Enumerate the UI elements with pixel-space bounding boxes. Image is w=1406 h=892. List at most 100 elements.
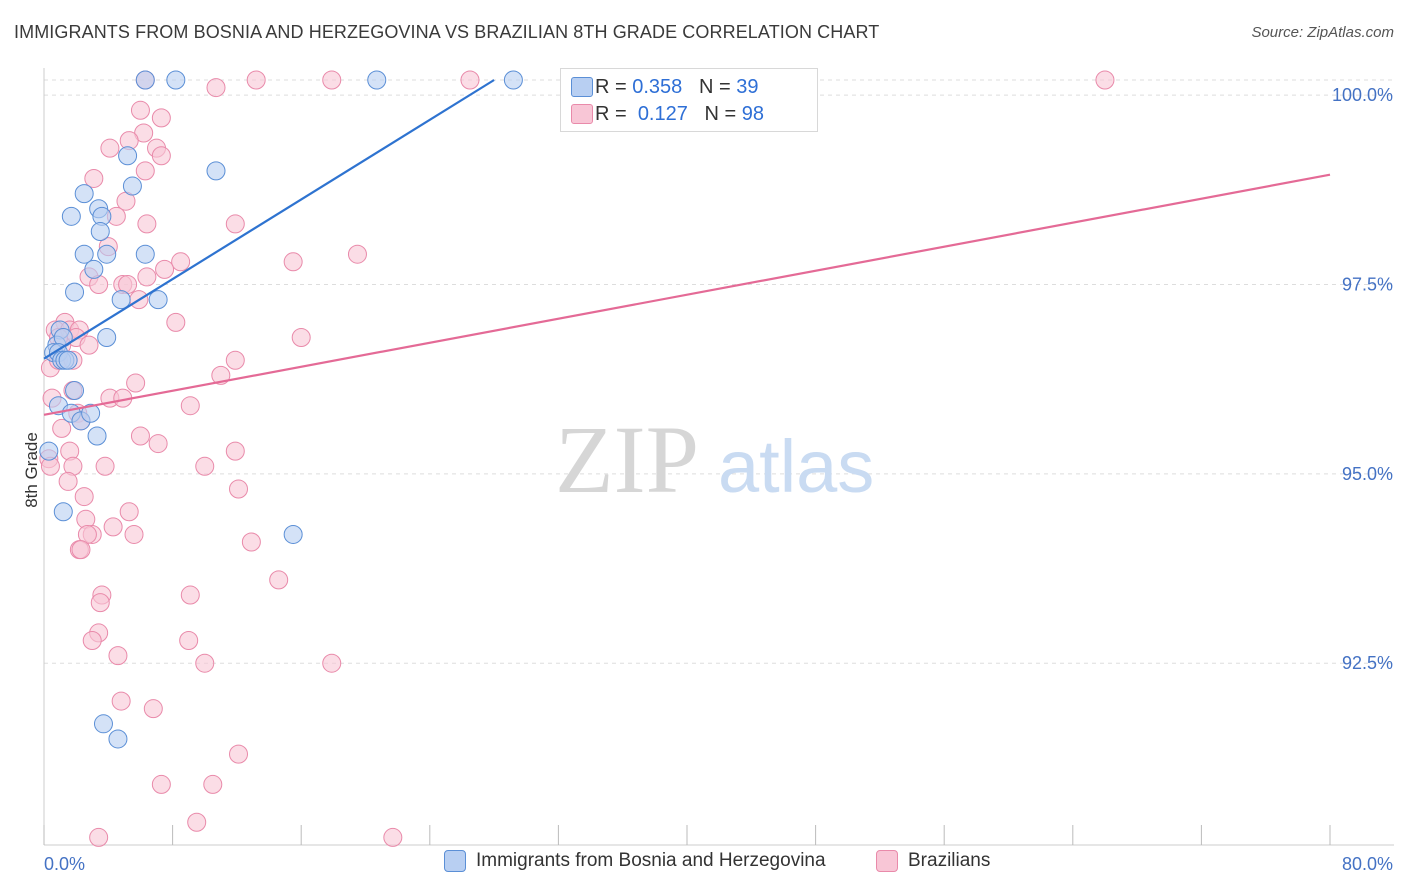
brazilians-point bbox=[126, 373, 146, 393]
brazilians-point bbox=[124, 524, 144, 544]
bosnia-point bbox=[206, 161, 226, 181]
brazilians-legend-swatch bbox=[876, 850, 898, 872]
bosnia-point bbox=[503, 70, 523, 90]
bosnia-point bbox=[122, 176, 142, 196]
brazilians-point bbox=[130, 100, 150, 120]
brazilians-point bbox=[135, 161, 155, 181]
n-label: N = bbox=[704, 102, 737, 125]
brazilians-point bbox=[100, 138, 120, 158]
brazilians-trend-line bbox=[43, 173, 1331, 416]
brazilians-point bbox=[108, 646, 128, 666]
y-tick-label: 95.0% bbox=[1342, 464, 1393, 484]
brazilians-point bbox=[148, 434, 168, 454]
source-credit: Source: ZipAtlas.com bbox=[1251, 24, 1394, 41]
bosnia-trend-line bbox=[43, 79, 495, 360]
r-label: R = bbox=[595, 102, 627, 125]
y-axis-label: 8th Grade bbox=[22, 432, 41, 508]
brazilians-point bbox=[291, 328, 311, 348]
brazilians-point bbox=[119, 502, 139, 522]
brazilians-point bbox=[180, 585, 200, 605]
brazilians-point bbox=[151, 774, 171, 794]
brazilians-point bbox=[460, 70, 480, 90]
brazilians-point bbox=[225, 214, 245, 234]
brazilians-point bbox=[246, 70, 266, 90]
brazilians-point bbox=[347, 244, 367, 264]
watermark-atlas: atlas bbox=[718, 425, 874, 508]
bosnia-point bbox=[65, 381, 85, 401]
brazilians-point bbox=[95, 456, 115, 476]
brazilians-point bbox=[89, 827, 109, 847]
bosnia-points bbox=[39, 70, 523, 749]
bosnia-point bbox=[367, 70, 387, 90]
brazilians-point bbox=[203, 774, 223, 794]
bosnia-point bbox=[84, 259, 104, 279]
bosnia-point bbox=[61, 206, 81, 226]
brazilians-point bbox=[383, 827, 403, 847]
brazilians-point bbox=[229, 479, 249, 499]
brazilians-point bbox=[84, 168, 104, 188]
stats-legend: R = 0.358 N = 39 R = 0.127 N = 98 bbox=[560, 68, 818, 132]
legend-item-bosnia: Immigrants from Bosnia and Herzegovina bbox=[444, 850, 826, 872]
brazilians-swatch bbox=[571, 104, 593, 124]
brazilians-point bbox=[143, 699, 163, 719]
brazilians-point bbox=[151, 146, 171, 166]
r-label: R = bbox=[595, 75, 627, 98]
brazilians-point bbox=[180, 396, 200, 416]
legend-label: Immigrants from Bosnia and Herzegovina bbox=[476, 850, 826, 871]
brazilians-point bbox=[137, 267, 157, 287]
brazilians-point bbox=[269, 570, 289, 590]
brazilians-point bbox=[322, 70, 342, 90]
bosnia-point bbox=[283, 524, 303, 544]
brazilians-point bbox=[1095, 70, 1115, 90]
stats-row-brazilians: R = 0.127 N = 98 bbox=[571, 101, 765, 127]
chart-title: IMMIGRANTS FROM BOSNIA AND HERZEGOVINA V… bbox=[14, 22, 880, 42]
n-label: N = bbox=[698, 75, 731, 98]
bosnia-point bbox=[118, 146, 138, 166]
bosnia-point bbox=[53, 502, 73, 522]
series-legend: Immigrants from Bosnia and Herzegovina B… bbox=[0, 850, 1406, 880]
bosnia-point bbox=[81, 403, 101, 423]
brazilians-point bbox=[283, 252, 303, 272]
brazilians-point bbox=[229, 744, 249, 764]
bosnia-point bbox=[65, 282, 85, 302]
bosnia-point bbox=[93, 714, 113, 734]
grid-lines bbox=[44, 79, 1394, 664]
brazilians-point bbox=[90, 593, 110, 613]
brazilians-point bbox=[52, 418, 72, 438]
y-tick-label: 97.5% bbox=[1342, 275, 1393, 295]
brazilians-point bbox=[71, 540, 91, 560]
brazilians-point bbox=[82, 630, 102, 650]
brazilians-point bbox=[58, 471, 78, 491]
brazilians-point bbox=[137, 214, 157, 234]
brazilians-point bbox=[111, 691, 131, 711]
watermark-zip: ZIP bbox=[555, 406, 699, 513]
legend-item-brazilians: Brazilians bbox=[876, 850, 990, 872]
bosnia-point bbox=[87, 426, 107, 446]
bosnia-point bbox=[135, 70, 155, 90]
stats-row-bosnia: R = 0.358 N = 39 bbox=[571, 74, 759, 100]
x-tick-label-min: 0.0% bbox=[44, 854, 85, 874]
bosnia-point bbox=[97, 244, 117, 264]
bosnia-point bbox=[74, 184, 94, 204]
brazilians-point bbox=[322, 653, 342, 673]
brazilians-point bbox=[79, 335, 99, 355]
bosnia-point bbox=[108, 729, 128, 749]
brazilians-point bbox=[74, 487, 94, 507]
bosnia-point bbox=[148, 290, 168, 310]
brazilians-point bbox=[179, 630, 199, 650]
bosnia-point bbox=[111, 290, 131, 310]
bosnia-point bbox=[90, 221, 110, 241]
x-tick-label-max: 80.0% bbox=[1342, 854, 1393, 874]
y-tick-label: 92.5% bbox=[1342, 653, 1393, 673]
bosnia-point bbox=[39, 441, 59, 461]
brazilians-point bbox=[241, 532, 261, 552]
bosnia-swatch bbox=[571, 77, 593, 97]
n-value: 98 bbox=[741, 102, 765, 125]
brazilians-point bbox=[155, 259, 175, 279]
brazilians-point bbox=[195, 653, 215, 673]
n-value: 39 bbox=[736, 75, 759, 98]
y-tick-label: 100.0% bbox=[1332, 85, 1393, 105]
brazilians-point bbox=[171, 252, 191, 272]
bosnia-point bbox=[97, 328, 117, 348]
